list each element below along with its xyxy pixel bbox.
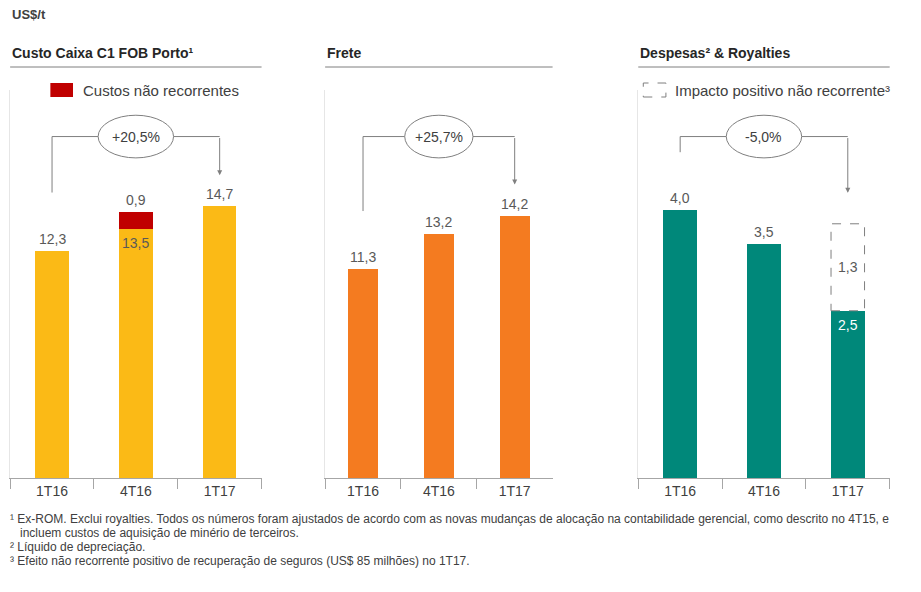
svg-text:Despesas² & Royalties: Despesas² & Royalties bbox=[640, 45, 790, 61]
svg-text:2,5: 2,5 bbox=[838, 317, 858, 333]
svg-text:1T16: 1T16 bbox=[664, 483, 696, 499]
svg-text:14,7: 14,7 bbox=[206, 186, 233, 202]
svg-text:0,9: 0,9 bbox=[126, 192, 146, 208]
svg-text:4T16: 4T16 bbox=[423, 483, 455, 499]
svg-text:11,3: 11,3 bbox=[350, 249, 376, 265]
svg-text:1T16: 1T16 bbox=[36, 483, 68, 499]
svg-text:-5,0%: -5,0% bbox=[745, 129, 782, 145]
svg-text:US$/t: US$/t bbox=[12, 7, 46, 22]
svg-text:Frete: Frete bbox=[327, 45, 361, 61]
svg-text:1T17: 1T17 bbox=[499, 483, 531, 499]
svg-text:Custos não recorrentes: Custos não recorrentes bbox=[83, 82, 239, 99]
svg-text:1T17: 1T17 bbox=[832, 483, 864, 499]
svg-text:4T16: 4T16 bbox=[120, 483, 152, 499]
svg-text:3,5: 3,5 bbox=[754, 224, 774, 240]
svg-text:4,0: 4,0 bbox=[670, 190, 690, 206]
svg-text:1T16: 1T16 bbox=[347, 483, 379, 499]
svg-text:13,5: 13,5 bbox=[122, 235, 149, 251]
html-text:² Líquido de depreciação.: ² Líquido de depreciação. bbox=[10, 540, 146, 554]
html-text:¹ Ex-ROM. Exclui royalties. To: ¹ Ex-ROM. Exclui royalties. Todos os núm… bbox=[10, 512, 889, 540]
svg-text:13,2: 13,2 bbox=[425, 214, 452, 230]
svg-text:+20,5%: +20,5% bbox=[112, 129, 160, 145]
svg-text:Impacto positivo não recorrent: Impacto positivo não recorrente³ bbox=[675, 82, 890, 99]
svg-text:Custo Caixa C1 FOB Porto¹: Custo Caixa C1 FOB Porto¹ bbox=[12, 45, 194, 61]
svg-text:1T17: 1T17 bbox=[204, 483, 236, 499]
svg-text:+25,7%: +25,7% bbox=[415, 129, 463, 145]
svg-text:1,3: 1,3 bbox=[838, 259, 858, 275]
svg-text:14,2: 14,2 bbox=[501, 196, 528, 212]
svg-text:12,3: 12,3 bbox=[39, 231, 66, 247]
html-text:³ Efeito não recorrente positi: ³ Efeito não recorrente positivo de recu… bbox=[10, 554, 470, 568]
svg-text:4T16: 4T16 bbox=[748, 483, 780, 499]
